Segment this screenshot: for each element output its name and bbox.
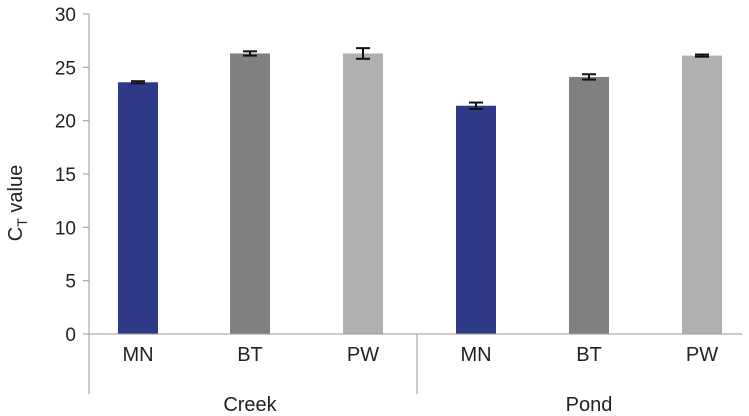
- y-axis-title-subscript: T: [14, 218, 30, 227]
- x-category-label: MN: [460, 344, 491, 366]
- error-bar: [131, 80, 145, 85]
- bar-creek-mn: [118, 82, 158, 335]
- x-category-label: PW: [347, 344, 379, 366]
- x-category-label: PW: [686, 344, 718, 366]
- bar-pond-bt: [569, 76, 609, 334]
- y-axis-title-suffix: value: [5, 165, 27, 218]
- x-group-label: Creek: [223, 394, 277, 416]
- x-group-label: Pond: [566, 394, 613, 416]
- y-axis: 0 5 10 15 20 25 30: [55, 5, 90, 346]
- error-bar: [243, 50, 257, 57]
- y-tick-label: 0: [65, 325, 76, 346]
- y-tick-label: 10: [55, 218, 76, 239]
- y-tick-label: 25: [55, 58, 76, 79]
- bar-pond-mn: [456, 105, 496, 334]
- y-axis-title: CT value: [5, 165, 30, 241]
- bar-creek-pw: [343, 53, 383, 334]
- svg-text:CT value: CT value: [5, 165, 30, 241]
- x-category-label: BT: [576, 344, 602, 366]
- error-bar: [356, 47, 370, 60]
- y-tick-label: 20: [55, 112, 76, 133]
- error-bar: [695, 53, 709, 58]
- bars-layer: [118, 47, 722, 335]
- y-tick-label: 5: [65, 272, 76, 293]
- x-category-label: BT: [237, 344, 263, 366]
- y-tick-label: 15: [55, 165, 76, 186]
- y-tick-label: 30: [55, 5, 76, 26]
- error-bar: [582, 73, 596, 81]
- bar-creek-bt: [230, 53, 270, 334]
- error-bar: [469, 101, 483, 110]
- x-axis: MN BT PW MN BT PW Creek Pond: [88, 333, 742, 416]
- bar-pond-pw: [682, 55, 722, 334]
- y-axis-title-main: C: [5, 227, 27, 241]
- x-category-label: MN: [122, 344, 153, 366]
